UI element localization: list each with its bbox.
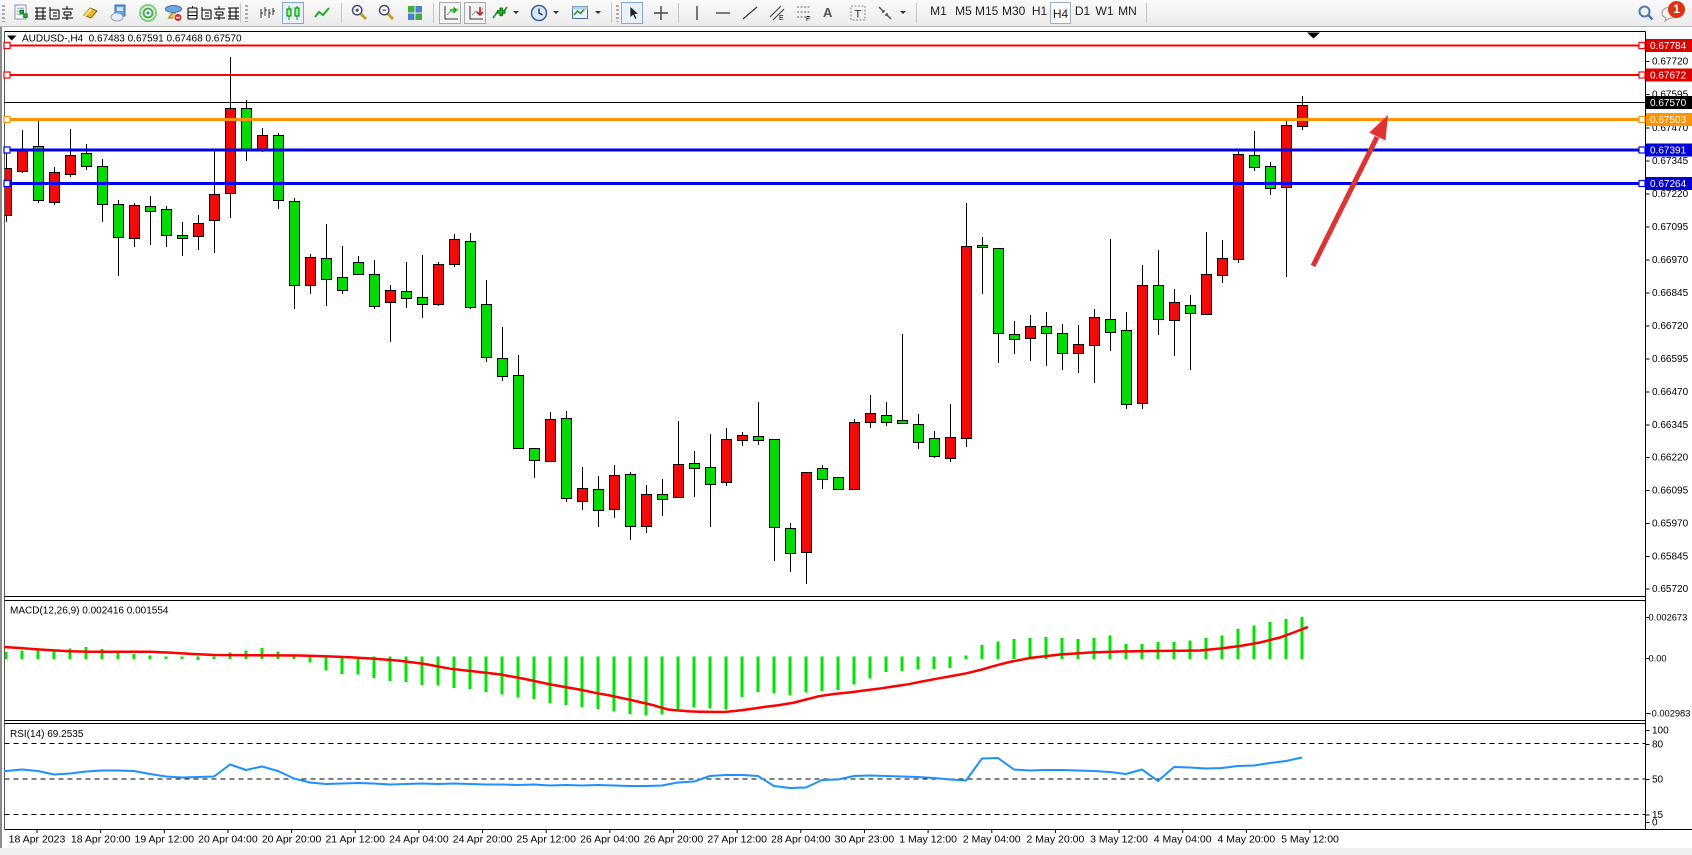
svg-text:25 Apr 12:00: 25 Apr 12:00 <box>516 834 576 846</box>
svg-text:0.66345: 0.66345 <box>1652 420 1689 431</box>
svg-text:0.65845: 0.65845 <box>1652 552 1689 563</box>
svg-text:0.67095: 0.67095 <box>1652 222 1689 233</box>
svg-text:19 Apr 12:00: 19 Apr 12:00 <box>135 834 195 846</box>
svg-text:0.67264: 0.67264 <box>1650 179 1687 190</box>
svg-text:0.67345: 0.67345 <box>1652 156 1689 167</box>
svg-text:27 Apr 12:00: 27 Apr 12:00 <box>707 834 767 846</box>
svg-text:26 Apr 04:00: 26 Apr 04:00 <box>580 834 640 846</box>
svg-text:0.67784: 0.67784 <box>1650 41 1687 52</box>
svg-text:100: 100 <box>1652 726 1669 737</box>
svg-text:0.67720: 0.67720 <box>1652 57 1689 68</box>
svg-text:0.67503: 0.67503 <box>1650 115 1687 126</box>
svg-text:2 May 04:00: 2 May 04:00 <box>963 834 1021 846</box>
svg-text:0.66595: 0.66595 <box>1652 354 1689 365</box>
svg-text:24 Apr 04:00: 24 Apr 04:00 <box>389 834 449 846</box>
svg-text:0.67470: 0.67470 <box>1652 123 1689 134</box>
svg-text:MACD(12,26,9) 0.002416 0.00155: MACD(12,26,9) 0.002416 0.001554 <box>10 606 169 617</box>
svg-text:-0.002983: -0.002983 <box>1649 709 1691 719</box>
svg-text:24 Apr 20:00: 24 Apr 20:00 <box>453 834 513 846</box>
svg-text:18 Apr 20:00: 18 Apr 20:00 <box>71 834 131 846</box>
svg-text:E: E <box>779 15 784 22</box>
svg-text:30 Apr 23:00: 30 Apr 23:00 <box>835 834 895 846</box>
svg-text:28 Apr 04:00: 28 Apr 04:00 <box>771 834 831 846</box>
svg-text:0.66720: 0.66720 <box>1652 321 1689 332</box>
svg-text:5 May 12:00: 5 May 12:00 <box>1281 834 1339 846</box>
svg-text:21 Apr 12:00: 21 Apr 12:00 <box>325 834 385 846</box>
svg-text:15: 15 <box>1652 810 1664 821</box>
svg-text:0.67220: 0.67220 <box>1652 189 1689 200</box>
svg-text:0.65970: 0.65970 <box>1652 519 1689 530</box>
svg-text:T: T <box>855 9 862 21</box>
svg-text:80: 80 <box>1652 740 1664 751</box>
svg-text:50: 50 <box>1652 775 1664 786</box>
svg-text:0.00: 0.00 <box>1649 654 1667 664</box>
svg-text:4 May 20:00: 4 May 20:00 <box>1217 834 1275 846</box>
svg-text:18 Apr 2023: 18 Apr 2023 <box>9 834 66 846</box>
svg-text:3 May 12:00: 3 May 12:00 <box>1090 834 1148 846</box>
svg-text:0.67595: 0.67595 <box>1652 90 1689 101</box>
svg-text:0.65720: 0.65720 <box>1652 584 1689 595</box>
svg-text:0: 0 <box>1652 818 1658 829</box>
svg-text:0.67391: 0.67391 <box>1650 146 1687 157</box>
svg-text:0.66970: 0.66970 <box>1652 255 1689 266</box>
svg-text:RSI(14) 69.2535: RSI(14) 69.2535 <box>10 729 84 740</box>
svg-text:F: F <box>806 16 810 22</box>
svg-text:1 May 12:00: 1 May 12:00 <box>899 834 957 846</box>
svg-text:0.67672: 0.67672 <box>1650 71 1687 82</box>
svg-text:0.67570: 0.67570 <box>1650 98 1687 109</box>
svg-text:4 May 04:00: 4 May 04:00 <box>1154 834 1212 846</box>
svg-text:2 May 20:00: 2 May 20:00 <box>1027 834 1085 846</box>
svg-text:0.66845: 0.66845 <box>1652 288 1689 299</box>
svg-text:0.66220: 0.66220 <box>1652 453 1689 464</box>
svg-text:20 Apr 20:00: 20 Apr 20:00 <box>262 834 322 846</box>
svg-text:AUDUSD-,H4 0.67483 0.67591 0.: AUDUSD-,H4 0.67483 0.67591 0.67468 0.675… <box>22 34 242 45</box>
svg-text:0.66095: 0.66095 <box>1652 486 1689 497</box>
svg-text:0.002673: 0.002673 <box>1649 613 1688 623</box>
svg-text:0.66470: 0.66470 <box>1652 387 1689 398</box>
svg-text:26 Apr 20:00: 26 Apr 20:00 <box>644 834 704 846</box>
svg-text:20 Apr 04:00: 20 Apr 04:00 <box>198 834 258 846</box>
